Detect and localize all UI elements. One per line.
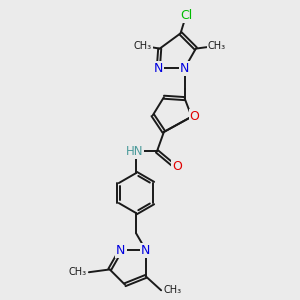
Text: O: O bbox=[172, 160, 182, 173]
Text: N: N bbox=[141, 244, 151, 256]
Text: N: N bbox=[116, 244, 125, 256]
Text: CH₃: CH₃ bbox=[163, 285, 182, 295]
Text: O: O bbox=[190, 110, 200, 123]
Text: CH₃: CH₃ bbox=[208, 41, 226, 51]
Text: HN: HN bbox=[126, 145, 143, 158]
Text: CH₃: CH₃ bbox=[68, 267, 87, 277]
Text: N: N bbox=[180, 61, 189, 75]
Text: N: N bbox=[154, 61, 163, 75]
Text: Cl: Cl bbox=[180, 9, 192, 22]
Text: CH₃: CH₃ bbox=[134, 41, 152, 51]
